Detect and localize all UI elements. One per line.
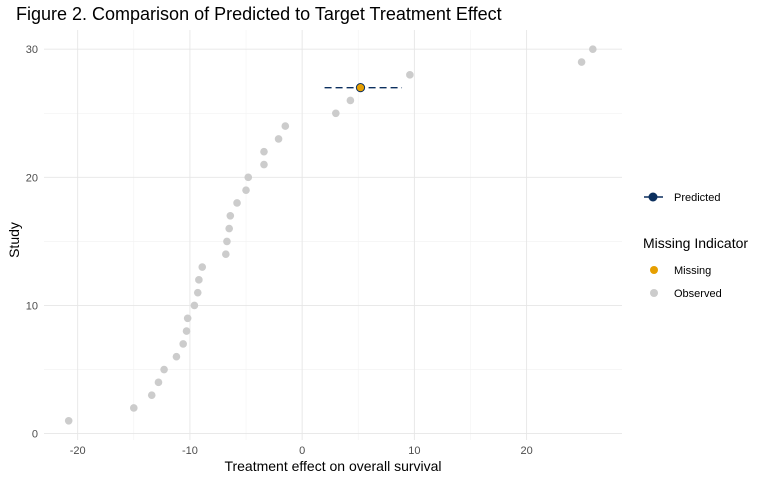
y-tick-labels: 0 10 20 30 [26,44,38,440]
observed-point [147,391,156,399]
chart-title: Figure 2. Comparison of Predicted to Tar… [16,4,502,24]
observed-point [179,340,187,348]
observed-point [160,365,168,374]
observed-point [577,58,586,66]
legend-observed-key [650,289,658,297]
x-tick-label: 0 [299,445,305,457]
observed-point [154,378,163,387]
observed-point [129,404,138,412]
x-tick-label: 20 [520,445,532,457]
y-axis-label: Study [6,222,22,258]
data-points [64,45,597,425]
legend-observed-label: Observed [674,288,722,300]
legend-predicted-label: Predicted [674,192,720,204]
observed-point [260,147,268,156]
y-tick-label: 10 [26,300,38,312]
observed-point [281,122,290,130]
observed-point [242,186,250,194]
observed-point [190,301,199,310]
missing-point [356,84,365,92]
observed-point [244,173,253,182]
observed-point [406,71,414,79]
observed-point [193,288,202,297]
observed-point [225,224,233,233]
y-tick-label: 20 [26,172,38,184]
y-tick-label: 0 [32,429,38,441]
observed-point [589,45,597,54]
observed-point [226,211,235,220]
legend-missing-label: Missing [674,265,711,277]
x-tick-label: -10 [182,445,198,457]
legend-missing-key [650,266,658,274]
observed-point [182,327,191,335]
observed-point [222,250,230,259]
observed-point [260,160,268,169]
observed-point [183,314,192,323]
observed-point [332,109,340,118]
x-tick-label: 10 [408,445,420,457]
legend-title: Missing Indicator [643,235,748,251]
gridlines [44,30,622,440]
x-axis-label: Treatment effect on overall survival [224,458,441,474]
observed-point [198,263,207,271]
observed-point [64,416,73,425]
observed-point [172,352,181,361]
observed-point [223,237,231,246]
x-tick-label: -20 [70,445,86,457]
y-tick-label: 30 [26,44,38,56]
observed-point [346,96,355,105]
legend-predicted-key [648,192,658,202]
x-tick-labels: -20 -10 0 10 20 [70,445,533,457]
observed-point [195,276,203,284]
observed-point [233,199,241,207]
legend: Predicted Missing Indicator Missing Obse… [643,192,748,300]
observed-point [274,135,283,143]
